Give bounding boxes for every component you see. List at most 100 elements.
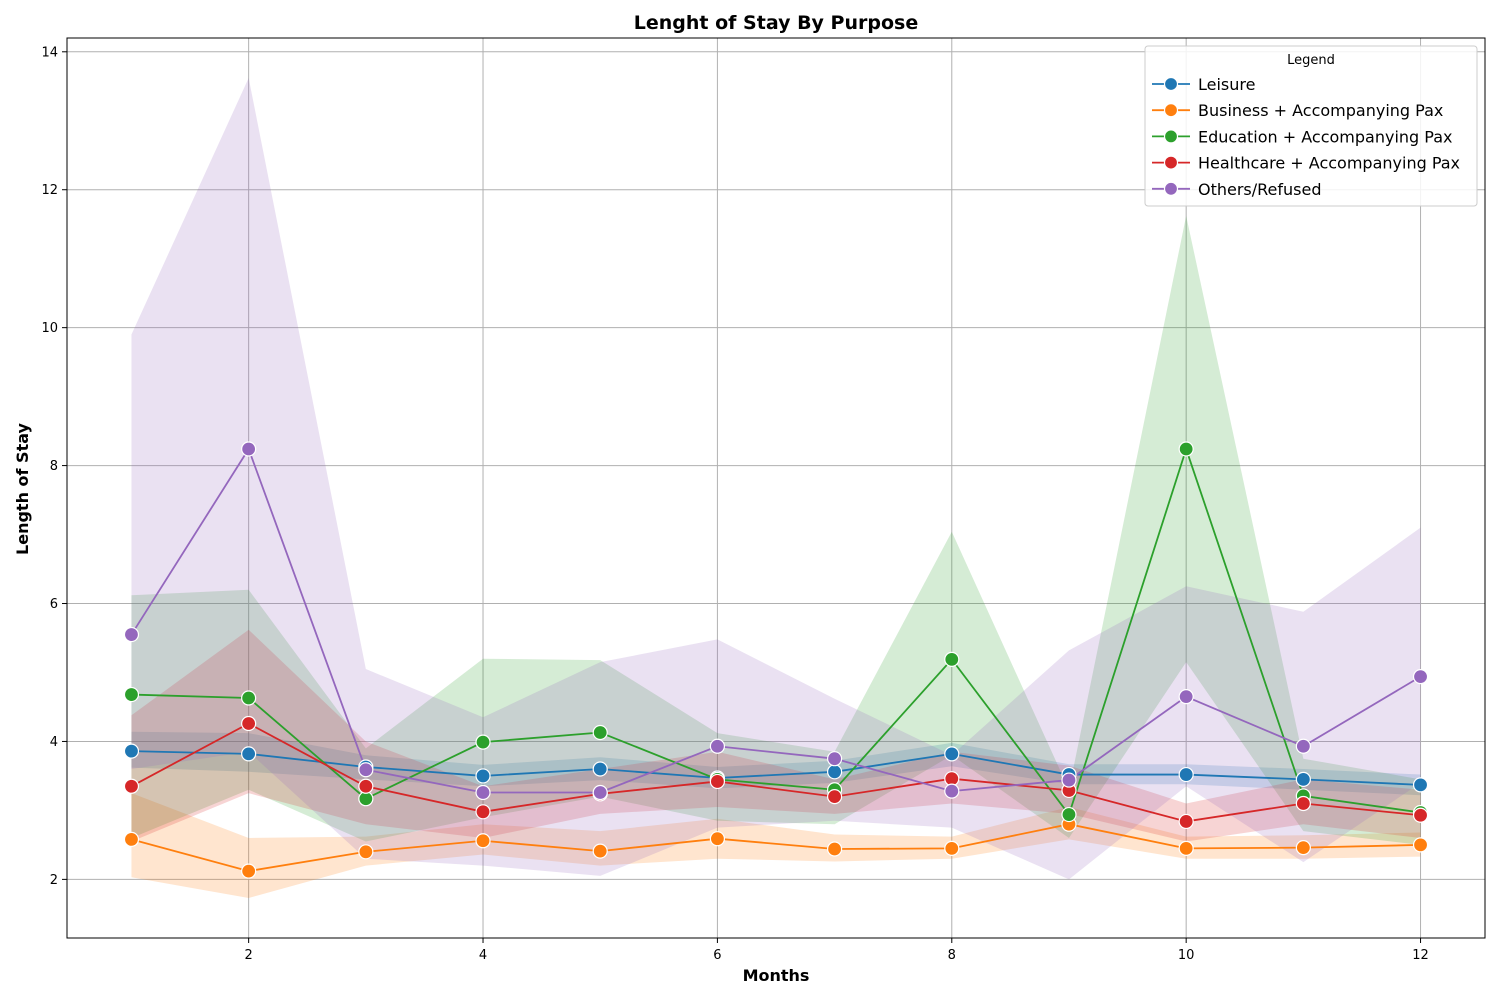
data-point-business-accompanying-pax <box>826 841 843 857</box>
data-point-others-refused <box>944 783 960 799</box>
confidence-band-leisure <box>131 731 1421 796</box>
legend-box <box>1144 45 1478 207</box>
x-tick-label: 2 <box>245 948 253 963</box>
y-axis-label: Length of Stay <box>13 422 32 555</box>
legend-item-education-accompanying-pax: Education + Accompanying Pax <box>1152 127 1452 146</box>
legend-item-business-accompanying-pax: Business + Accompanying Pax <box>1152 101 1443 120</box>
series-line-others-refused <box>130 447 1422 794</box>
confidence-band-others-refused <box>131 78 1421 880</box>
x-axis-label: Months <box>743 966 810 985</box>
data-point-business-accompanying-pax <box>944 840 960 856</box>
data-point-others-refused <box>475 784 491 801</box>
legend-marker <box>1163 181 1179 196</box>
legend-label: Education + Accompanying Pax <box>1198 127 1452 146</box>
confidence-band-business-accompanying-pax <box>131 793 1421 898</box>
data-point-others-refused <box>709 738 726 754</box>
data-point-others-refused <box>1412 669 1429 685</box>
legend-marker <box>1163 129 1179 144</box>
data-point-healthcare-accompanying-pax <box>709 773 726 790</box>
data-point-business-accompanying-pax <box>475 833 491 849</box>
series-line-healthcare-accompanying-pax <box>131 722 1421 823</box>
data-point-healthcare-accompanying-pax <box>475 804 491 820</box>
legend-label: Business + Accompanying Pax <box>1198 101 1443 120</box>
x-tick-label: 10 <box>1178 948 1195 963</box>
data-point-business-accompanying-pax <box>1178 840 1194 856</box>
legend-label: Others/Refused <box>1198 180 1322 199</box>
x-tick-label: 12 <box>1412 948 1429 963</box>
y-tick-label: 2 <box>50 873 58 888</box>
legend-item-healthcare-accompanying-pax: Healthcare + Accompanying Pax <box>1152 154 1460 173</box>
data-point-others-refused <box>826 751 843 767</box>
legend-item-others-refused: Others/Refused <box>1152 180 1322 199</box>
data-point-leisure <box>123 743 140 759</box>
legend-title: Legend <box>1287 53 1335 68</box>
data-point-business-accompanying-pax <box>241 863 257 879</box>
series-line-business-accompanying-pax <box>131 823 1421 873</box>
series-line-education-accompanying-pax <box>131 446 1421 817</box>
y-axis-ticks: 2 4 6 8 10 12 14 <box>41 45 67 888</box>
data-point-leisure <box>826 764 843 780</box>
data-point-others-refused <box>241 441 257 457</box>
data-point-healthcare-accompanying-pax <box>826 789 843 805</box>
data-point-business-accompanying-pax <box>123 831 140 847</box>
x-tick-label: 4 <box>479 948 487 963</box>
data-point-others-refused <box>1295 738 1311 754</box>
series-points <box>123 441 1429 879</box>
data-point-healthcare-accompanying-pax <box>1412 807 1429 823</box>
data-point-education-accompanying-pax <box>1061 806 1077 823</box>
data-point-education-accompanying-pax <box>123 686 140 703</box>
data-point-education-accompanying-pax <box>944 651 960 667</box>
series-lines <box>130 446 1422 873</box>
data-point-healthcare-accompanying-pax <box>358 778 374 794</box>
plot-frame <box>66 37 1486 939</box>
y-tick-label: 6 <box>50 597 58 612</box>
data-point-business-accompanying-pax <box>358 844 374 860</box>
data-point-others-refused <box>1178 689 1194 705</box>
chart-title: Lenght of Stay By Purpose <box>634 12 918 34</box>
y-tick-label: 14 <box>41 45 58 60</box>
data-point-others-refused <box>123 626 140 643</box>
data-point-healthcare-accompanying-pax <box>123 778 140 794</box>
data-point-others-refused <box>358 762 374 778</box>
data-point-others-refused <box>1061 772 1077 788</box>
x-axis-ticks: 2 4 6 8 10 12 <box>245 938 1429 963</box>
y-tick-label: 8 <box>50 459 58 474</box>
confidence-band-education-accompanying-pax <box>131 215 1421 845</box>
y-tick-label: 12 <box>41 183 58 198</box>
legend-items: Leisure Business + Accompanying Pax Educat… <box>1152 75 1460 199</box>
data-point-leisure <box>1412 777 1429 793</box>
data-point-leisure <box>592 761 608 777</box>
y-tick-label: 4 <box>50 735 58 750</box>
data-point-others-refused <box>592 784 608 801</box>
data-point-leisure <box>241 746 257 762</box>
legend-marker <box>1163 155 1179 170</box>
legend: Legend Leisure Business + Accompanying Pa… <box>1144 45 1478 207</box>
data-point-healthcare-accompanying-pax <box>241 715 257 732</box>
legend-marker <box>1163 76 1179 92</box>
data-point-healthcare-accompanying-pax <box>1178 813 1194 830</box>
data-point-business-accompanying-pax <box>1412 837 1429 853</box>
data-point-business-accompanying-pax <box>709 831 726 847</box>
data-point-leisure <box>944 746 960 762</box>
legend-item-leisure: Leisure <box>1152 75 1255 94</box>
data-point-education-accompanying-pax <box>241 690 257 706</box>
y-tick-label: 10 <box>41 321 58 336</box>
confidence-bands <box>131 78 1421 898</box>
x-tick-label: 6 <box>713 948 721 963</box>
x-tick-label: 8 <box>948 948 956 963</box>
data-point-business-accompanying-pax <box>1295 840 1311 856</box>
confidence-band-healthcare-accompanying-pax <box>131 629 1421 842</box>
series-line-leisure <box>131 750 1421 786</box>
legend-label: Healthcare + Accompanying Pax <box>1198 154 1460 173</box>
legend-marker <box>1163 103 1179 118</box>
data-point-leisure <box>1178 766 1194 783</box>
legend-label: Leisure <box>1198 75 1255 94</box>
data-point-education-accompanying-pax <box>592 724 608 741</box>
data-point-education-accompanying-pax <box>475 734 491 750</box>
data-point-leisure <box>475 768 491 784</box>
data-point-business-accompanying-pax <box>592 843 608 859</box>
data-point-leisure <box>1295 771 1311 787</box>
data-point-healthcare-accompanying-pax <box>1295 795 1311 812</box>
data-point-education-accompanying-pax <box>1178 441 1194 457</box>
